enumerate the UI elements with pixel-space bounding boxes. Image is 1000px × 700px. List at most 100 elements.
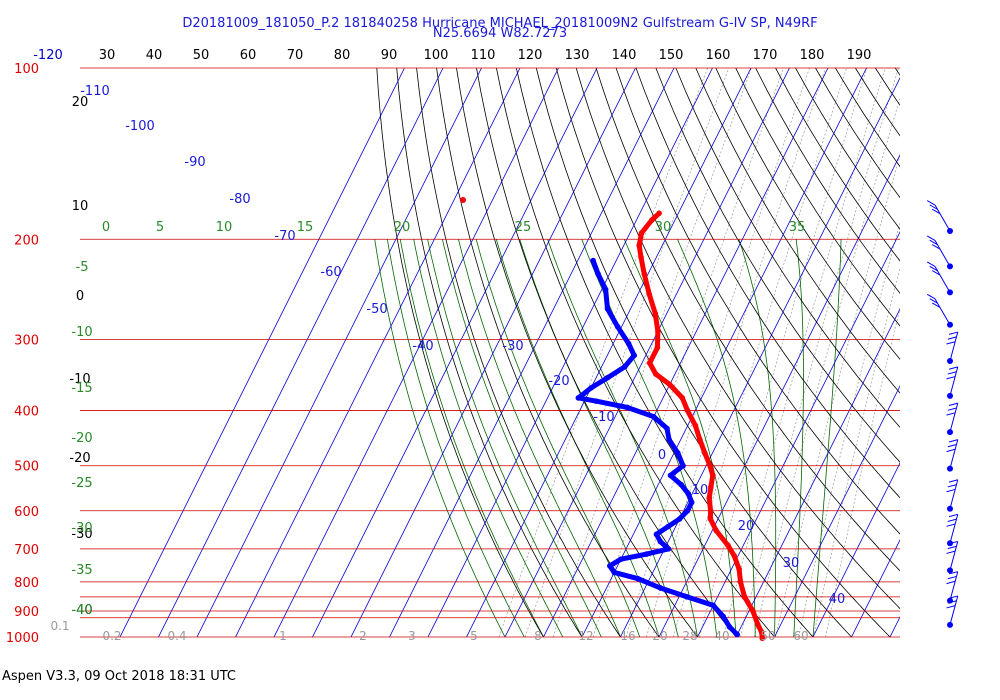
- pressure-label: 100: [14, 62, 39, 77]
- isotherm-line: [235, 68, 521, 638]
- dewpoint-profile-point: [643, 551, 650, 557]
- isotherm-line: [466, 68, 752, 638]
- mixing-ratio-line: [798, 221, 900, 638]
- dry-adiabat-line: [675, 68, 900, 428]
- isotherm-label: 30: [783, 556, 800, 571]
- dewpoint-profile-point: [678, 481, 685, 488]
- moist-adiabat-line: [475, 239, 641, 638]
- temperature-profile-point: [638, 230, 645, 236]
- temperature-profile-point: [646, 291, 653, 298]
- isotherm-line: [196, 68, 482, 638]
- isotherm-line: [389, 68, 675, 638]
- dewpoint-profile-point: [710, 602, 717, 609]
- dry-adiabat-label: 10: [72, 199, 89, 214]
- temperature-profile-point: [737, 579, 744, 585]
- isotherm-label: -50: [366, 302, 387, 317]
- temperature-profile-point: [707, 462, 713, 469]
- temperature-profile-point: [725, 542, 731, 549]
- top-temperature-label: 190: [847, 48, 872, 63]
- isotherm-line: [581, 68, 867, 638]
- dry-adiabat-line: [635, 68, 900, 499]
- temperature-profile-point: [656, 210, 662, 217]
- isotherm-label: -90: [184, 155, 205, 170]
- moist-adiabat-label: -40: [71, 603, 92, 618]
- moist-adiabat-label: 35: [789, 220, 806, 235]
- wind-barb: [946, 479, 959, 512]
- dewpoint-profile-point: [720, 613, 727, 620]
- mixing-ratio-line: [722, 68, 886, 638]
- isotherm-label: -20: [548, 374, 569, 389]
- dewpoint-profile-point: [684, 507, 691, 514]
- moist-adiabat-label: -10: [71, 325, 92, 340]
- wind-barb: [946, 540, 959, 574]
- wind-barb: [926, 261, 953, 296]
- moist-adiabat-label: 20: [394, 220, 411, 235]
- temperature-profile-point: [641, 271, 648, 277]
- moist-adiabat-line: [738, 239, 777, 637]
- mixing-ratio-label: 1: [279, 629, 287, 643]
- dewpoint-profile-point: [604, 306, 611, 312]
- pressure-label: 800: [14, 576, 39, 591]
- mixing-ratio-label: 0.2: [102, 629, 121, 643]
- temperature-profile-point: [652, 310, 659, 317]
- isotherm-line: [350, 68, 636, 638]
- wind-barb: [946, 571, 959, 604]
- wind-barb: [946, 595, 959, 628]
- dewpoint-profile-point: [688, 499, 695, 506]
- dry-adiabat-line: [795, 68, 900, 230]
- isotherm-label: 0: [658, 448, 666, 463]
- pressure-label: 1000: [6, 631, 39, 646]
- moist-adiabat-label: -5: [76, 260, 89, 275]
- dewpoint-profile-point: [685, 490, 692, 497]
- pressure-label: 700: [14, 543, 39, 558]
- moist-adiabat-label: 10: [216, 220, 233, 235]
- temperature-profile-point: [741, 594, 748, 600]
- dewpoint-profile-point: [625, 340, 632, 347]
- temperature-profile-point: [646, 360, 653, 366]
- temperature-profile: [636, 210, 765, 641]
- dewpoint-profile-point: [575, 395, 582, 401]
- temperature-profile-point: [750, 608, 756, 614]
- dewpoint-profile-point: [726, 624, 733, 630]
- dewpoint-profile-point: [676, 516, 683, 522]
- wind-barb: [926, 293, 953, 328]
- isotherm-line: [697, 231, 900, 638]
- temperature-profile-point: [654, 344, 661, 351]
- dewpoint-profile-point: [604, 374, 611, 381]
- moist-adiabat-label: -25: [71, 476, 92, 491]
- moist-adiabat-label: 15: [297, 220, 314, 235]
- top-temperature-label: 150: [659, 48, 684, 63]
- moist-adiabat-label: -15: [71, 381, 92, 396]
- pressure-label: 300: [14, 333, 39, 348]
- dewpoint-profile-point: [631, 352, 638, 359]
- top-temperature-label: 90: [381, 48, 398, 63]
- dewpoint-profile-point: [653, 531, 660, 538]
- dewpoint-profile-point: [657, 585, 664, 591]
- isotherm-line: [889, 616, 900, 638]
- mixing-ratio-label: 12: [578, 629, 593, 643]
- dry-adiabat-label: 20: [72, 95, 89, 110]
- dewpoint-profile-point: [621, 363, 628, 370]
- mixing-ratio-line: [524, 68, 730, 638]
- isotherm-label: -110: [80, 84, 110, 99]
- dewpoint-profile-point: [734, 631, 741, 638]
- temperature-profile-point: [708, 484, 714, 490]
- wind-barb: [946, 331, 959, 365]
- temperature-profile-point: [759, 635, 766, 642]
- moist-adiabat-line: [399, 239, 544, 638]
- mixing-ratio-label: 40: [714, 629, 729, 643]
- dewpoint-profile-point: [666, 436, 672, 443]
- dewpoint-profile-point: [588, 385, 594, 391]
- isotherm-line: [851, 539, 900, 638]
- wind-barb: [946, 366, 959, 399]
- temperature-profile-point: [638, 254, 644, 260]
- temperature-profile-point: [666, 381, 673, 388]
- top-temperature-label: 40: [146, 48, 163, 63]
- top-temperature-label: 160: [706, 48, 731, 63]
- moist-adiabat-line: [458, 239, 621, 638]
- isotherm-label: -80: [229, 192, 250, 207]
- mixing-ratio-label: 16: [620, 629, 635, 643]
- dewpoint-profile-point: [593, 398, 599, 404]
- pressure-label: 500: [14, 460, 39, 475]
- dry-adiabat-label: -30: [71, 527, 92, 542]
